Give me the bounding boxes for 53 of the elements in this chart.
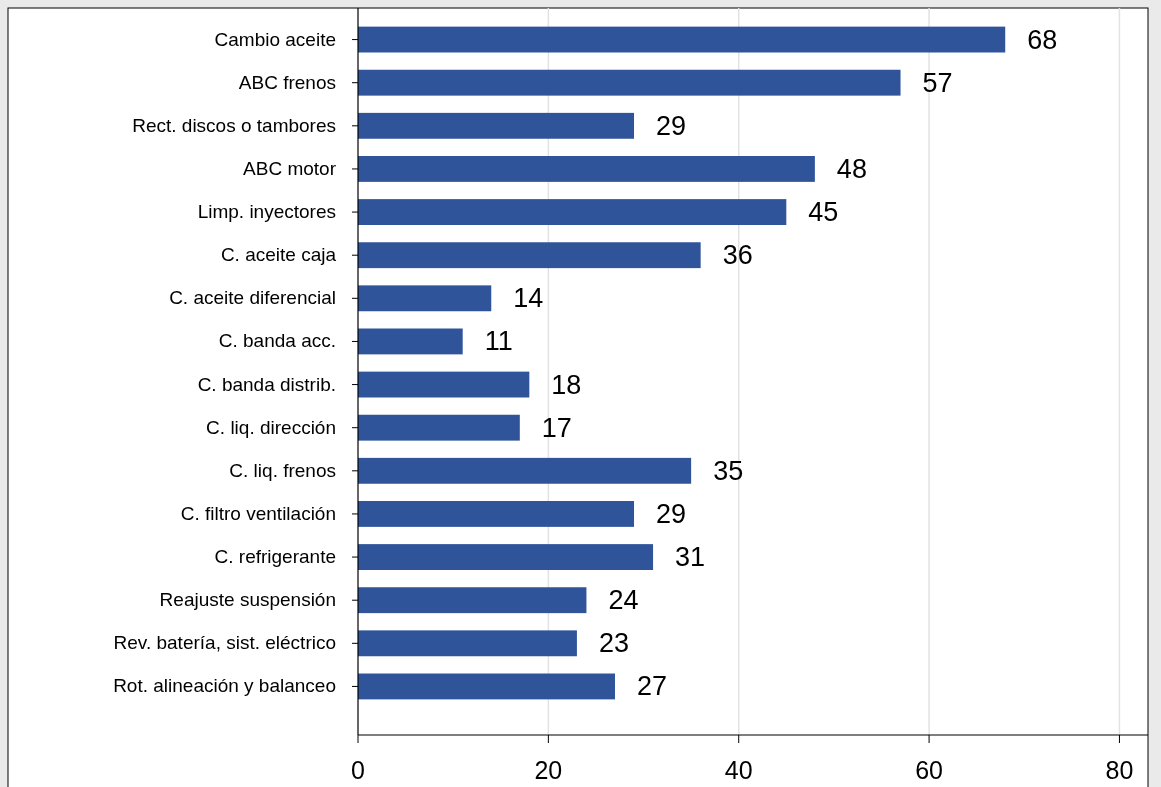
y-tick-label: Reajuste suspensión (159, 589, 336, 611)
data-label: 57 (922, 67, 953, 98)
y-tick-label: Rev. batería, sist. eléctrico (113, 632, 336, 654)
bar (358, 328, 463, 355)
bar (358, 26, 1006, 53)
x-tick-label: 0 (351, 756, 365, 784)
x-tick-label: 40 (724, 756, 753, 784)
x-tick-label: 60 (915, 756, 943, 784)
bar (358, 457, 692, 484)
bar (358, 544, 654, 570)
y-tick-label: Rot. alineación y balanceo (113, 675, 336, 697)
data-label: 17 (541, 412, 572, 443)
y-tick-label: C. banda distrib. (197, 373, 336, 395)
bar (358, 501, 635, 527)
bar (358, 242, 701, 269)
y-tick-label: Cambio aceite (214, 28, 336, 50)
data-label: 27 (636, 671, 668, 702)
bar (358, 630, 577, 657)
data-label: 23 (598, 628, 629, 659)
x-tick-label: 80 (1105, 756, 1134, 784)
bar (358, 112, 635, 139)
y-tick-label: Rect. discos o tambores (132, 114, 336, 136)
bar (358, 587, 587, 614)
y-tick-label: C. banda acc. (218, 330, 336, 352)
y-tick-label: ABC frenos (238, 71, 336, 93)
bar (358, 156, 815, 182)
y-tick-label: C. aceite caja (220, 244, 337, 266)
data-label: 35 (713, 455, 744, 486)
y-tick-label: C. aceite diferencial (169, 287, 336, 309)
data-label: 68 (1027, 24, 1058, 55)
y-tick-label: Limp. inyectores (197, 201, 336, 223)
data-label: 11 (484, 326, 513, 357)
y-tick-label: ABC motor (243, 157, 337, 179)
y-tick-label: C. liq. frenos (229, 459, 336, 481)
x-tick-label: 20 (534, 756, 563, 784)
data-label: 29 (656, 110, 687, 141)
data-label: 48 (836, 153, 867, 184)
bar (358, 673, 615, 700)
bar (358, 371, 530, 398)
bar (358, 199, 787, 225)
y-tick-label: C. liq. dirección (206, 416, 336, 438)
data-label: 31 (675, 542, 706, 573)
data-label: 24 (608, 585, 639, 616)
bar (358, 69, 901, 96)
y-tick-label: C. refrigerante (214, 546, 336, 568)
data-label: 45 (808, 197, 839, 228)
data-label: 29 (656, 498, 687, 529)
data-label: 36 (722, 240, 753, 271)
bar (358, 414, 520, 441)
bar (358, 285, 492, 312)
data-label: 18 (551, 369, 582, 400)
data-label: 14 (513, 283, 544, 314)
y-tick-label: C. filtro ventilación (180, 502, 336, 524)
